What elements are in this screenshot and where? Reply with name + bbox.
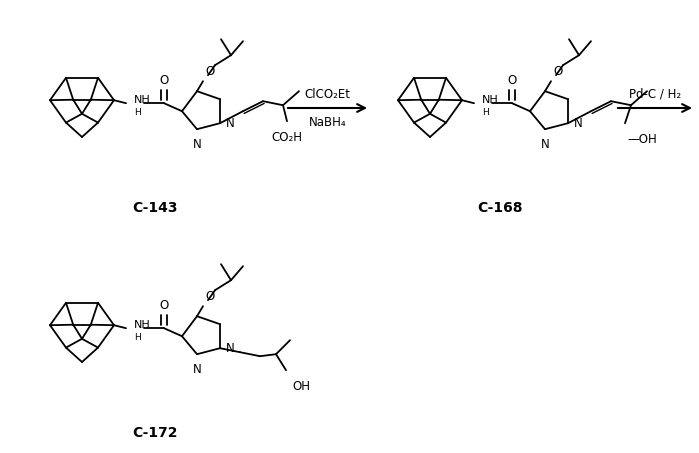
Text: H: H	[134, 108, 140, 117]
Text: C-172: C-172	[132, 426, 178, 440]
Text: O: O	[507, 74, 517, 87]
Text: H: H	[134, 333, 140, 342]
Text: CO₂H: CO₂H	[271, 131, 303, 144]
Text: —OH: —OH	[627, 133, 657, 146]
Text: NH: NH	[134, 320, 151, 330]
Text: O: O	[159, 299, 168, 312]
Text: C-143: C-143	[132, 201, 178, 215]
Text: NaBH₄: NaBH₄	[309, 116, 346, 129]
Text: NH: NH	[482, 95, 499, 105]
Text: NH: NH	[134, 95, 151, 105]
Text: O: O	[205, 290, 215, 303]
Text: N: N	[540, 138, 549, 151]
Text: ClCO₂Et: ClCO₂Et	[305, 87, 350, 101]
Text: O: O	[553, 65, 562, 78]
Text: O: O	[205, 65, 215, 78]
Text: N: N	[193, 363, 201, 376]
Text: N: N	[574, 117, 583, 130]
Text: N: N	[193, 138, 201, 151]
Text: OH: OH	[292, 380, 310, 393]
Text: H: H	[482, 108, 489, 117]
Text: N: N	[226, 117, 235, 130]
Text: C-168: C-168	[477, 201, 523, 215]
Text: N: N	[226, 342, 235, 355]
Text: Pd-C / H₂: Pd-C / H₂	[629, 87, 681, 101]
Text: O: O	[159, 74, 168, 87]
